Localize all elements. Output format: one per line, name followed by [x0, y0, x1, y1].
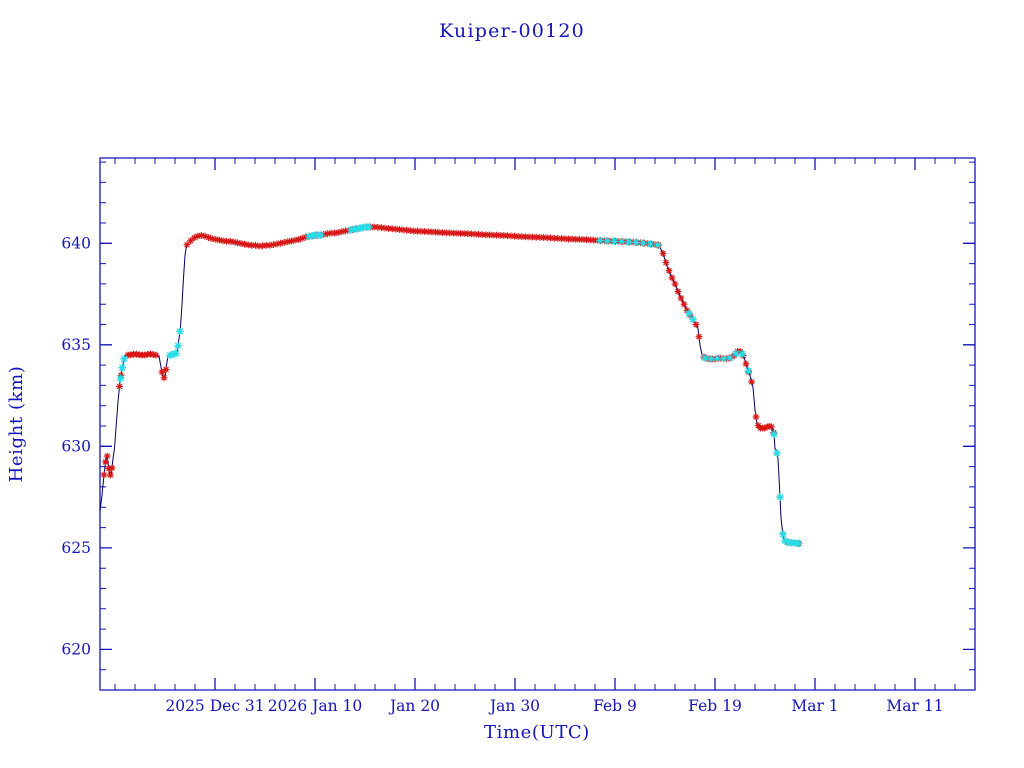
tick-labels: 620 625 630 635 640 2025 Dec 31 2026 Jan 10 Jan…: [61, 234, 943, 715]
x-tick-label: Jan 30: [488, 697, 540, 715]
x-tick-label: 2025 Dec 31: [165, 697, 264, 715]
x-axis-label: Time(UTC): [484, 722, 590, 743]
y-tick-label: 625: [61, 539, 91, 557]
y-tick-label: 620: [61, 640, 91, 658]
cyan-markers: [116, 223, 802, 548]
axes: [99, 157, 976, 691]
x-tick-label: Mar 11: [886, 697, 943, 715]
x-tick-label: Feb 19: [688, 697, 742, 715]
red-markers: [100, 223, 803, 547]
y-tick-label: 635: [61, 336, 91, 354]
y-tick-label: 640: [61, 234, 91, 252]
x-tick-label: Feb 9: [593, 697, 637, 715]
chart-layers: 620 625 630 635 640 2025 Dec 31 2026 Jan 10 Jan…: [61, 157, 976, 715]
y-tick-label: 630: [61, 437, 91, 455]
y-axis-label: Height (km): [6, 366, 27, 483]
chart-title: Kuiper-00120: [439, 20, 585, 42]
x-tick-label: 2026 Jan 10: [268, 697, 362, 715]
x-tick-label: Mar 1: [791, 697, 838, 715]
x-tick-label: Jan 20: [388, 697, 440, 715]
altitude-line: [99, 226, 801, 545]
